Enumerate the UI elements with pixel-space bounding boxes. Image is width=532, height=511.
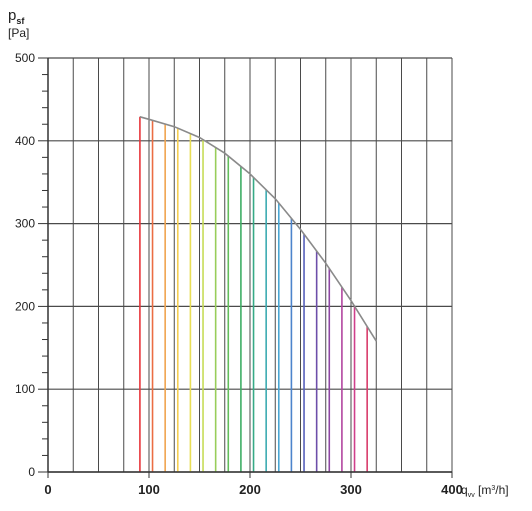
rainbow-fill <box>139 116 368 472</box>
y-tick-label: 400 <box>15 134 35 148</box>
y-tick-label: 300 <box>15 217 35 231</box>
y-axis-unit: [Pa] <box>8 26 29 40</box>
y-tick-label: 100 <box>15 382 35 396</box>
fan-curve-line <box>139 116 377 342</box>
axes <box>38 57 453 478</box>
x-tick-label: 300 <box>340 482 362 497</box>
grid <box>47 57 453 473</box>
labels: 0 100 200 300 400 500 0 100 200 300 400 psf[Pa] qvv … <box>8 7 509 499</box>
y-tick-label: 0 <box>28 465 35 479</box>
curve-layer <box>139 116 377 342</box>
x-tick-label: 100 <box>138 482 160 497</box>
y-tick-label: 200 <box>15 299 35 313</box>
x-tick-label: 0 <box>44 482 51 497</box>
x-axis-title: qvv [m3/h] <box>461 483 509 499</box>
y-axis-title: psf <box>8 7 25 26</box>
x-tick-label: 200 <box>239 482 261 497</box>
x-tick-label: 400 <box>441 482 463 497</box>
y-tick-label: 500 <box>15 51 35 65</box>
